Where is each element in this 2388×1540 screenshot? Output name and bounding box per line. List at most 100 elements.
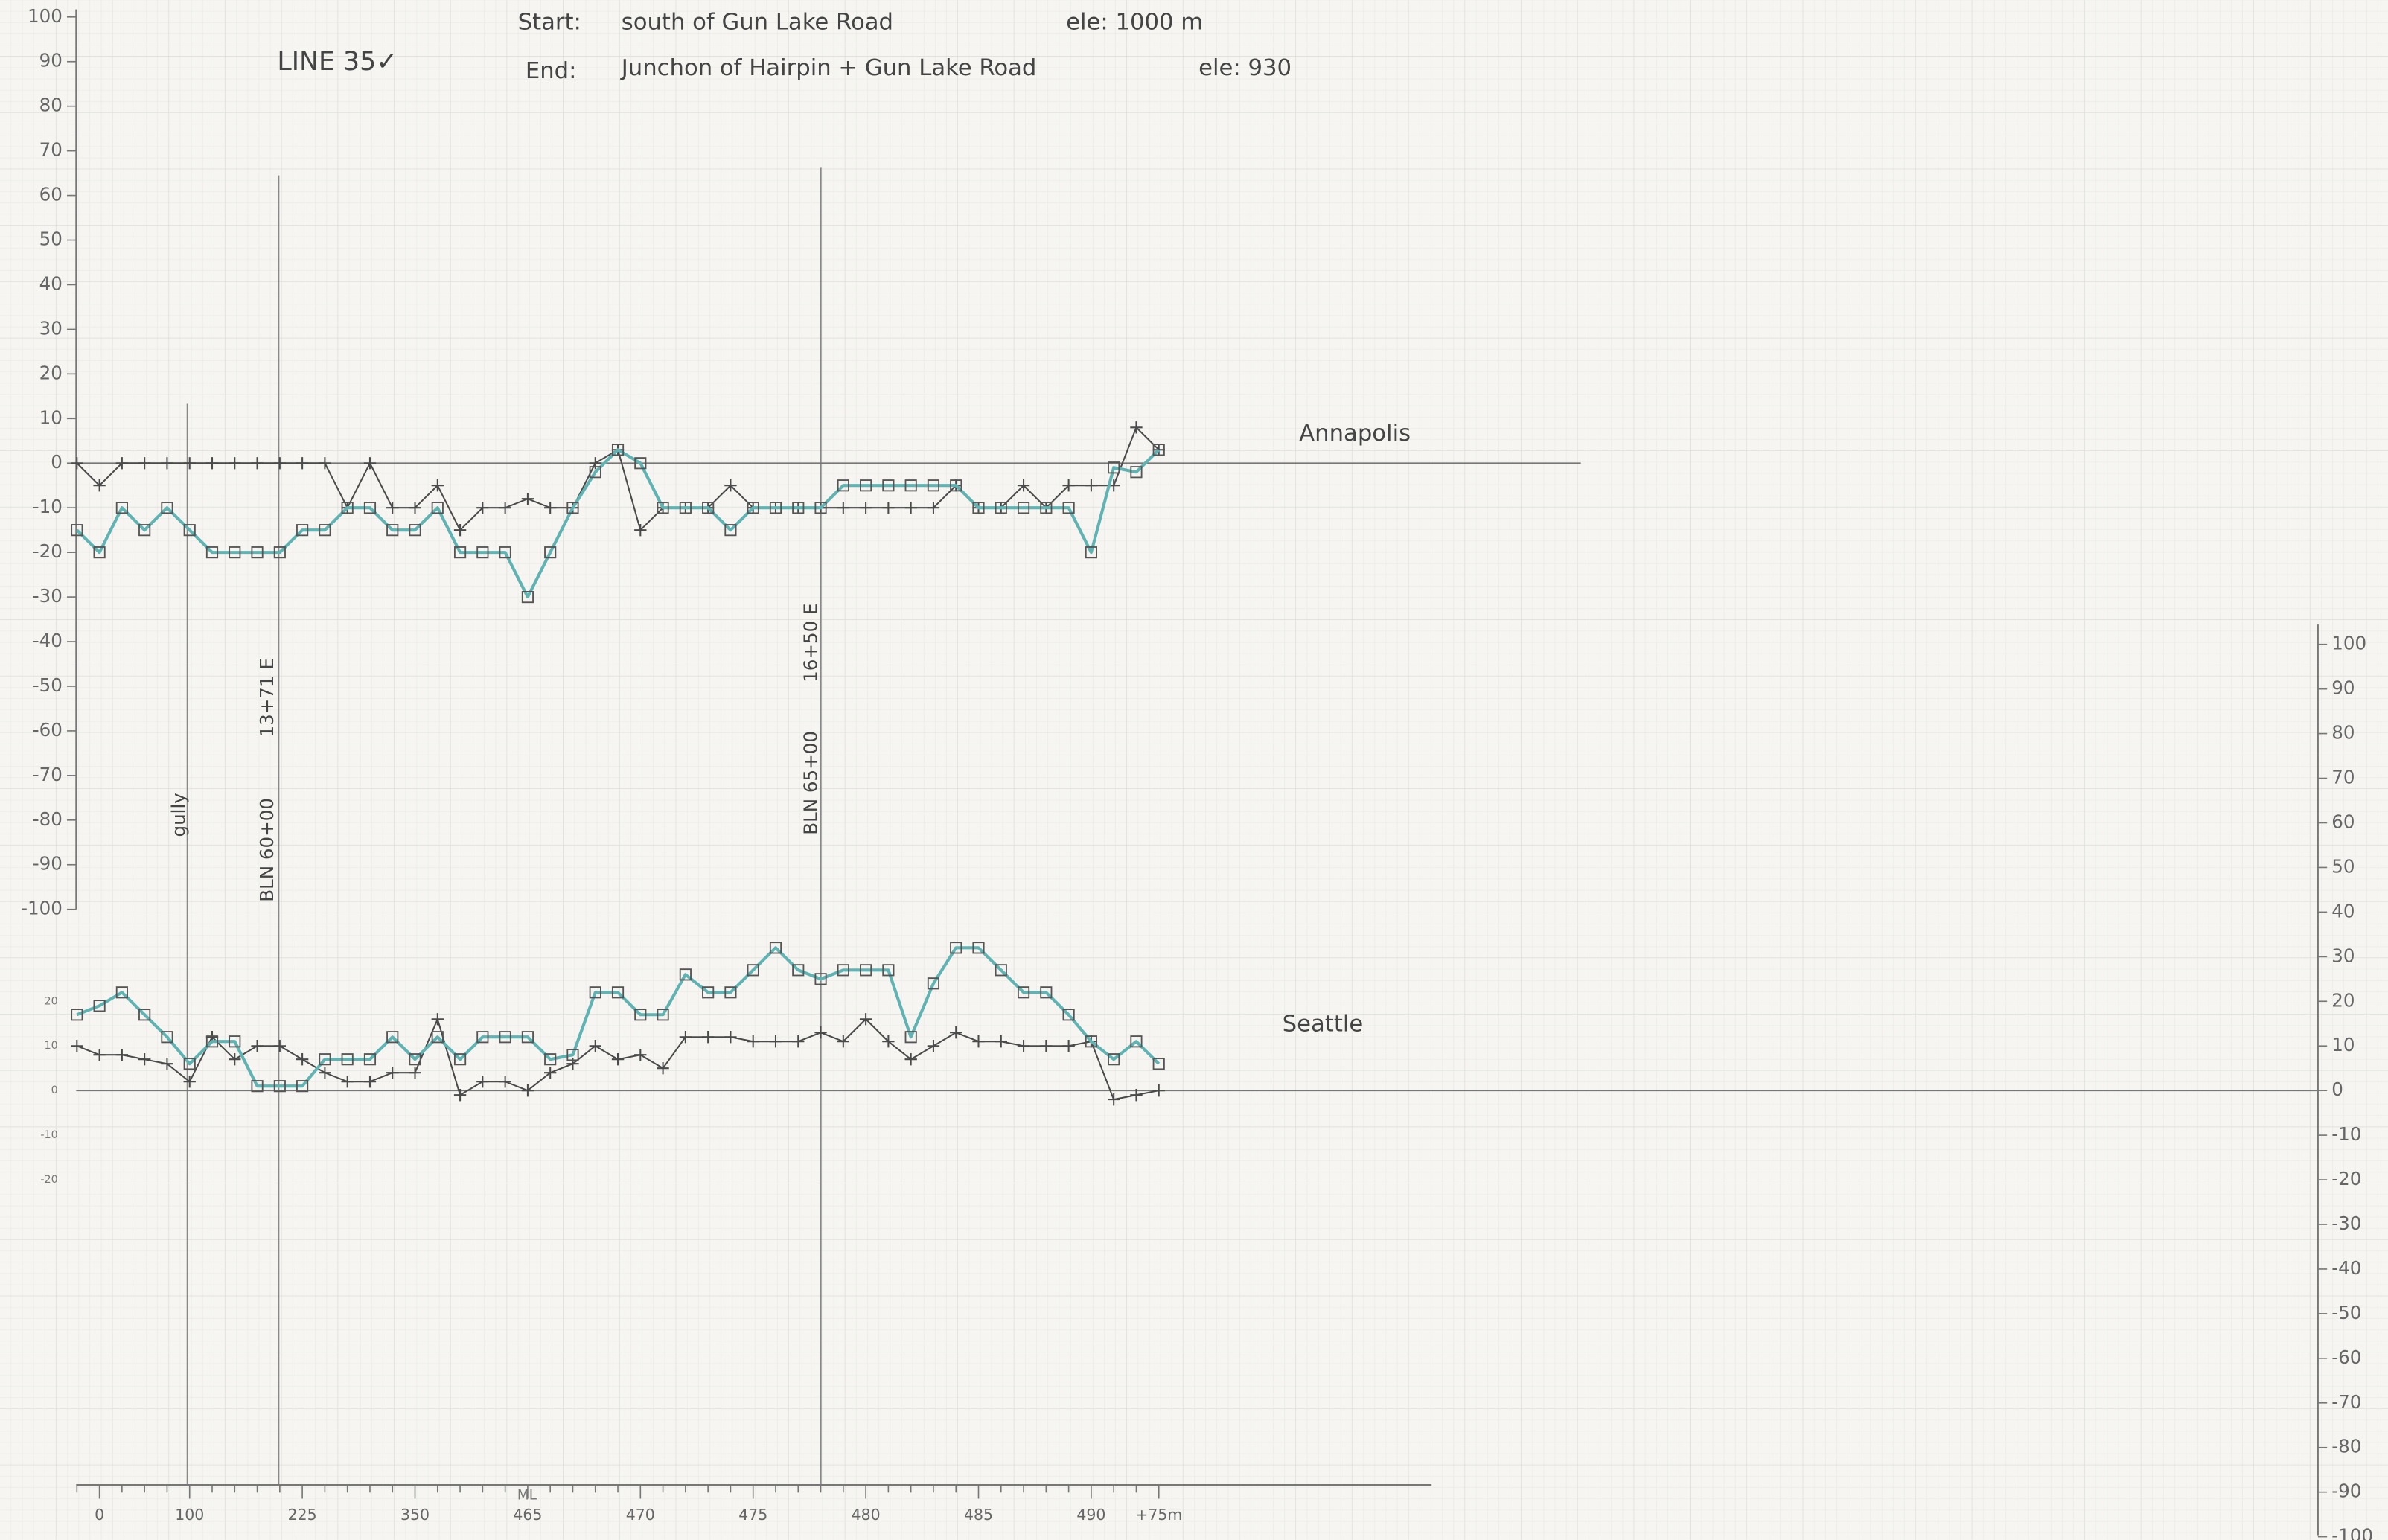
point-square	[1108, 1053, 1120, 1066]
point-square	[138, 1009, 151, 1021]
point-cross	[409, 1067, 421, 1079]
point-square	[702, 502, 715, 514]
point-square	[229, 1035, 241, 1048]
small-tick-label: 10	[45, 1040, 58, 1052]
point-cross	[724, 479, 737, 492]
point-square	[544, 546, 557, 559]
point-square	[476, 1031, 489, 1044]
point-cross	[273, 457, 287, 470]
y-tick-label: 60	[39, 184, 63, 205]
baseline-offset: 16+50 E	[799, 603, 821, 682]
point-square	[273, 1080, 286, 1093]
point-square	[521, 591, 534, 604]
gully-label: gully	[167, 793, 189, 837]
y-tick-label: 60	[2331, 811, 2355, 832]
point-cross	[634, 1049, 647, 1061]
point-cross	[611, 1053, 625, 1066]
baseline-label: BLN 60+00	[256, 798, 278, 902]
point-square	[71, 524, 83, 537]
point-cross	[363, 457, 377, 470]
y-tick-label: 70	[39, 139, 63, 161]
point-cross	[1017, 479, 1030, 492]
point-cross	[927, 1040, 940, 1052]
series-line	[75, 448, 1161, 599]
point-cross	[544, 1067, 557, 1079]
point-cross	[273, 1040, 287, 1052]
point-cross	[521, 493, 534, 505]
point-square	[1108, 461, 1120, 474]
point-cross	[93, 479, 106, 492]
x-tick-label: 485	[964, 1506, 993, 1524]
y-tick-label: 50	[2331, 855, 2355, 877]
point-square	[115, 502, 128, 514]
point-cross	[679, 1031, 692, 1044]
point-square	[183, 524, 196, 537]
y-tick-label: 40	[2331, 900, 2355, 921]
point-square	[251, 546, 264, 559]
x-tick-label: 225	[288, 1506, 317, 1524]
point-square	[71, 1009, 83, 1021]
y-tick-label: -80	[2331, 1436, 2361, 1457]
point-cross	[859, 502, 872, 514]
y-tick-label: 30	[39, 317, 63, 339]
point-square	[972, 942, 985, 954]
point-cross	[837, 502, 850, 514]
point-square	[566, 1049, 579, 1061]
y-tick-label: -80	[33, 808, 63, 830]
point-square	[138, 524, 151, 537]
point-square	[341, 1053, 354, 1066]
point-square	[499, 546, 511, 559]
point-square	[363, 1053, 377, 1066]
point-square	[634, 1009, 647, 1021]
point-square	[544, 1053, 557, 1066]
series-label: Seattle	[1283, 1012, 1364, 1038]
point-square	[634, 457, 647, 470]
point-square	[319, 1053, 331, 1066]
point-square	[724, 524, 737, 537]
point-cross	[251, 1040, 264, 1052]
point-cross	[296, 1053, 309, 1066]
x-tick-label: 465	[513, 1506, 542, 1524]
point-square	[1152, 1058, 1165, 1070]
point-cross	[927, 502, 940, 514]
point-square	[251, 1080, 264, 1093]
point-cross	[341, 1075, 354, 1088]
point-cross	[319, 1067, 331, 1079]
small-tick-label: 20	[45, 995, 58, 1007]
point-square	[431, 1031, 444, 1044]
point-cross	[229, 457, 241, 470]
point-square	[589, 986, 601, 999]
point-cross	[995, 1035, 1007, 1048]
point-square	[93, 1000, 106, 1012]
point-square	[882, 479, 895, 492]
baseline-label: BLN 65+00	[799, 731, 821, 835]
end-elevation: ele: 930	[1198, 55, 1292, 81]
point-cross	[71, 457, 83, 470]
point-cross	[747, 1035, 759, 1048]
y-tick-label: 40	[39, 272, 63, 294]
point-cross	[634, 523, 647, 537]
point-square	[769, 502, 782, 514]
point-square	[409, 1053, 421, 1066]
point-cross	[792, 1035, 805, 1048]
point-square	[363, 502, 377, 514]
y-tick-label: 90	[2331, 677, 2355, 699]
point-square	[904, 1031, 917, 1044]
point-cross	[882, 502, 895, 514]
x-tick-label: 0	[95, 1506, 104, 1524]
x-tick-label: 100	[175, 1506, 204, 1524]
y-tick-label: 0	[2331, 1079, 2343, 1100]
point-square	[93, 546, 106, 559]
y-tick-label: -10	[33, 496, 63, 517]
y-tick-label: 20	[2331, 989, 2355, 1011]
point-square	[273, 546, 286, 559]
point-square	[341, 502, 354, 514]
point-cross	[409, 502, 421, 514]
point-cross	[138, 1053, 151, 1066]
y-tick-label: -50	[33, 674, 63, 696]
point-square	[1062, 1009, 1075, 1021]
point-cross	[319, 457, 331, 470]
point-square	[904, 479, 917, 492]
y-tick-label: -20	[2331, 1168, 2361, 1189]
series-line	[76, 946, 1161, 1088]
